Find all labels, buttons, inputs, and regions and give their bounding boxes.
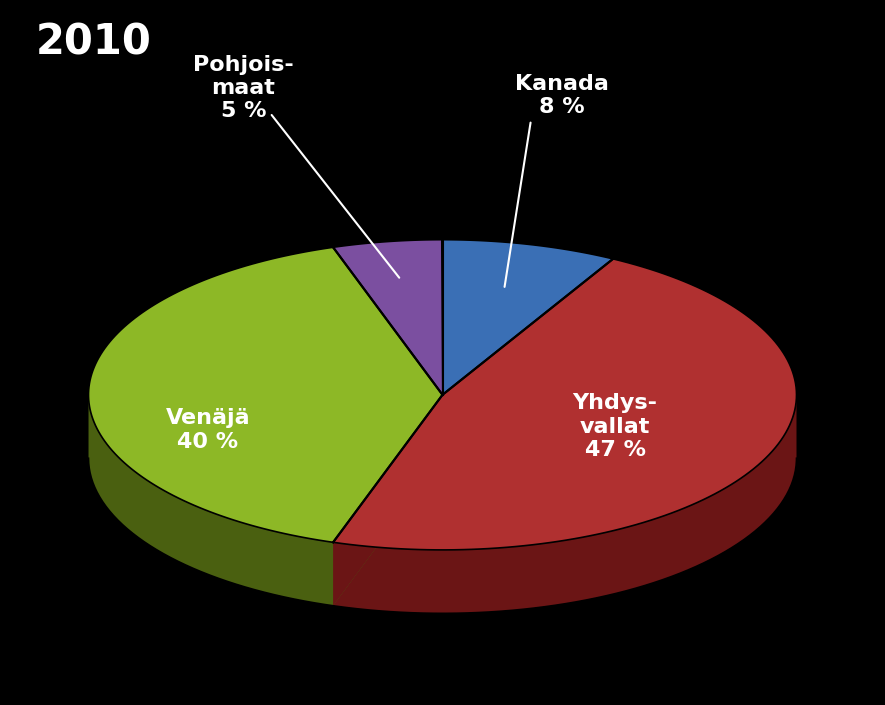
Polygon shape (333, 240, 442, 395)
Polygon shape (333, 395, 442, 606)
Polygon shape (333, 395, 442, 606)
Polygon shape (88, 247, 442, 542)
Text: Pohjois-
maat
5 %: Pohjois- maat 5 % (193, 55, 294, 121)
Text: Yhdys-
vallat
47 %: Yhdys- vallat 47 % (573, 393, 658, 460)
Text: 2010: 2010 (35, 21, 151, 63)
Polygon shape (333, 395, 796, 613)
Polygon shape (88, 393, 333, 606)
Polygon shape (442, 240, 613, 395)
Polygon shape (333, 259, 796, 550)
Text: Kanada
8 %: Kanada 8 % (515, 73, 609, 117)
Text: Venäjä
40 %: Venäjä 40 % (165, 408, 250, 452)
